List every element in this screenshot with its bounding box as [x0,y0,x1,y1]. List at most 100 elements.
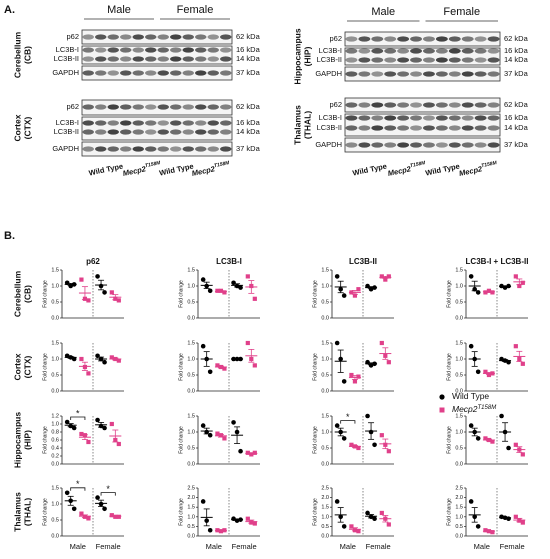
row-label: (THAL) [22,498,32,526]
data-point [64,419,70,425]
legend-sup: T158M [478,405,497,411]
sex-label: Female [177,4,214,16]
blot-band [207,70,219,76]
x-tick-label: Female [366,542,391,551]
blot-band [474,142,487,148]
blot-frame [81,45,233,65]
data-point [231,280,236,286]
blot-band [448,115,461,121]
blot-band [157,70,169,76]
data-point [349,372,354,378]
region-label: (THAL) [302,111,312,139]
data-point [341,293,347,298]
y-tick-label: 0.0 [187,461,195,467]
y-tick-label: 0.5 [321,524,329,530]
y-tick-label: 0.5 [187,372,195,378]
blot-band [120,47,132,53]
band-label: LC3B-I [56,45,79,54]
blot-frame [81,29,233,45]
y-tick-label: 0.5 [187,299,195,305]
blot-band [95,47,107,53]
data-point [86,298,91,303]
blot-band [157,129,169,135]
data-point [109,513,114,518]
kda-label: 14 kDa [504,55,529,64]
y-tick-label: 1.0 [187,283,195,289]
blot-band [95,146,107,152]
data-point [79,356,84,362]
genotype-name: Mecp2 [191,164,217,178]
blot-band [132,129,144,135]
blot-band [95,34,107,40]
y-axis-title: Fold change [446,280,452,308]
kda-label: 14 kDa [236,54,261,63]
data-point [513,442,518,447]
blot-band [207,104,219,110]
blot-band [435,48,448,54]
blot-band [410,125,422,131]
blot-band [132,56,144,62]
blot-band [120,120,132,126]
blot-band [487,36,500,42]
blot-band [132,34,144,40]
data-point [102,506,107,512]
data-point [71,425,77,431]
data-point [483,369,488,374]
blot-band [345,102,358,108]
kda-label: 16 kDa [236,45,261,54]
blot-band [107,34,119,40]
blot-band [371,71,384,77]
data-point [520,280,525,285]
data-point [245,450,250,455]
blot-band [182,70,194,76]
blot-band [145,104,157,110]
sig-label: * [76,479,80,489]
data-point [116,441,121,447]
blot-band [345,57,358,63]
sig-bracket [70,487,86,491]
row-label: Cerebellum [12,270,22,317]
blot-band [371,125,384,131]
data-point [341,524,347,529]
blot-band [461,115,474,121]
data-point [102,425,107,431]
y-tick-label: 1.0 [187,356,195,362]
band-label: LC3B-I [56,118,79,127]
y-tick-label: 0.0 [455,461,463,467]
x-tick-label: Male [206,542,222,551]
data-point [341,436,347,441]
blot-band [207,120,219,126]
data-point [231,420,236,425]
blot-band [220,120,232,126]
blot-band [371,102,384,108]
sig-label: * [76,408,80,418]
data-point [513,274,518,279]
data-point [252,296,257,301]
blot-band [435,125,448,131]
data-point [200,423,206,428]
blot-band [195,56,207,62]
data-point [379,274,384,279]
blot-frame [344,66,501,82]
data-point [379,510,384,516]
data-point [64,490,70,496]
blot-band [145,47,157,53]
x-tick-label: Female [96,542,121,551]
legend-name: Wild Type [452,391,489,401]
blot-band [82,47,94,53]
y-axis-title: Fold change [42,353,48,381]
data-point [200,499,206,504]
column-title: p62 [86,257,100,266]
blot-band [358,125,371,131]
blot-band [220,56,232,62]
y-tick-label: 1.5 [321,340,329,346]
x-tick-label: Male [474,542,490,551]
blot-band [358,48,371,54]
data-point [352,293,358,298]
y-tick-label: 1.5 [51,485,59,491]
blot-band [461,102,474,108]
blot-band [487,48,500,54]
legend-marker [439,394,445,400]
region-label: Thalamus [292,105,302,145]
blot-band [487,102,500,108]
